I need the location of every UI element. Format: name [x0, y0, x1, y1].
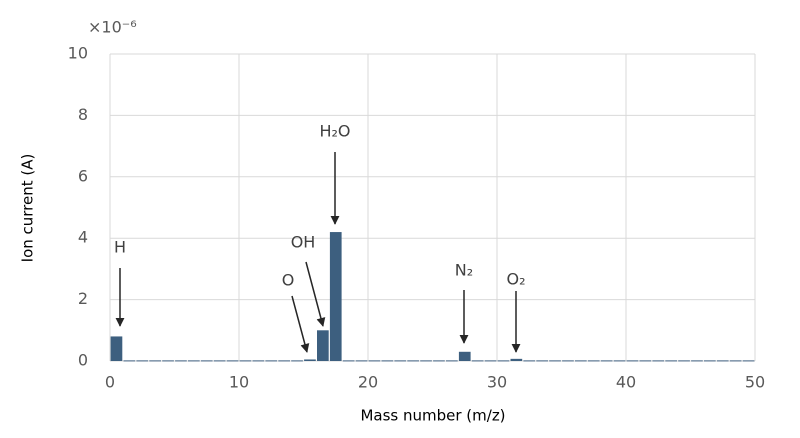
- bar: [317, 330, 329, 361]
- bar: [600, 360, 613, 362]
- x-tick-label: 40: [616, 373, 636, 392]
- annotation: N₂: [455, 261, 473, 280]
- bar: [407, 360, 419, 362]
- bar: [471, 360, 484, 362]
- bar: [484, 360, 497, 362]
- bar: [665, 360, 677, 362]
- bar: [252, 360, 265, 362]
- bar: [729, 360, 742, 362]
- bar: [123, 360, 136, 362]
- x-tick-label: 0: [105, 373, 115, 392]
- x-tick-label: 20: [358, 373, 378, 392]
- bar: [613, 360, 626, 362]
- bar: [291, 360, 303, 362]
- bar: [381, 360, 394, 362]
- bar: [149, 360, 161, 362]
- y-tick-label: 8: [78, 105, 88, 124]
- bar: [213, 360, 226, 362]
- bar: [200, 360, 213, 362]
- bar: [704, 360, 716, 362]
- x-axis-title: Mass number (m/z): [360, 407, 505, 425]
- annotation-arrow: [305, 261, 326, 327]
- bar: [304, 359, 316, 361]
- bar: [355, 360, 368, 362]
- bar: [562, 360, 574, 362]
- bar: [510, 358, 523, 361]
- y-tick-label: 10: [68, 44, 88, 63]
- x-tick-label: 50: [745, 373, 765, 392]
- bar: [239, 360, 252, 362]
- bar: [278, 360, 290, 362]
- y-tick-label: 0: [78, 351, 88, 370]
- bar: [162, 360, 174, 362]
- bar: [265, 360, 278, 362]
- bar: [497, 360, 510, 362]
- annotation: O₂: [506, 270, 525, 289]
- bar: [394, 360, 407, 362]
- bar: [226, 360, 239, 362]
- bar: [446, 360, 458, 362]
- bar: [136, 360, 149, 362]
- annotation: O: [282, 271, 295, 290]
- y-tick-label: 4: [78, 228, 88, 247]
- annotation-arrow: [291, 295, 310, 353]
- y-tick-label: 6: [78, 166, 88, 185]
- bar: [110, 336, 123, 361]
- bar: [420, 360, 432, 362]
- bar: [523, 360, 536, 362]
- x-tick-label: 10: [229, 373, 249, 392]
- bar: [368, 360, 381, 362]
- bar: [188, 360, 200, 362]
- bar: [678, 360, 690, 362]
- bar: [716, 360, 729, 362]
- bar: [458, 351, 471, 361]
- bar: [329, 232, 342, 361]
- bar: [587, 360, 600, 362]
- bar: [575, 360, 587, 362]
- bar: [549, 360, 561, 362]
- annotation: OH: [291, 233, 316, 252]
- y-tick-label: 2: [78, 289, 88, 308]
- bar: [742, 360, 755, 362]
- annotation: H: [114, 238, 126, 257]
- bar: [626, 360, 639, 362]
- bar: [536, 360, 548, 362]
- annotation: H₂O: [319, 122, 350, 141]
- bar: [175, 360, 187, 362]
- bar: [652, 360, 665, 362]
- y-axis-title: Ion current (A): [19, 154, 37, 263]
- bar: [433, 360, 445, 362]
- bar: [691, 360, 703, 362]
- y-multiplier: ×10⁻⁶: [88, 18, 137, 37]
- bar: [639, 360, 652, 362]
- x-tick-label: 30: [487, 373, 507, 392]
- bar: [342, 360, 355, 362]
